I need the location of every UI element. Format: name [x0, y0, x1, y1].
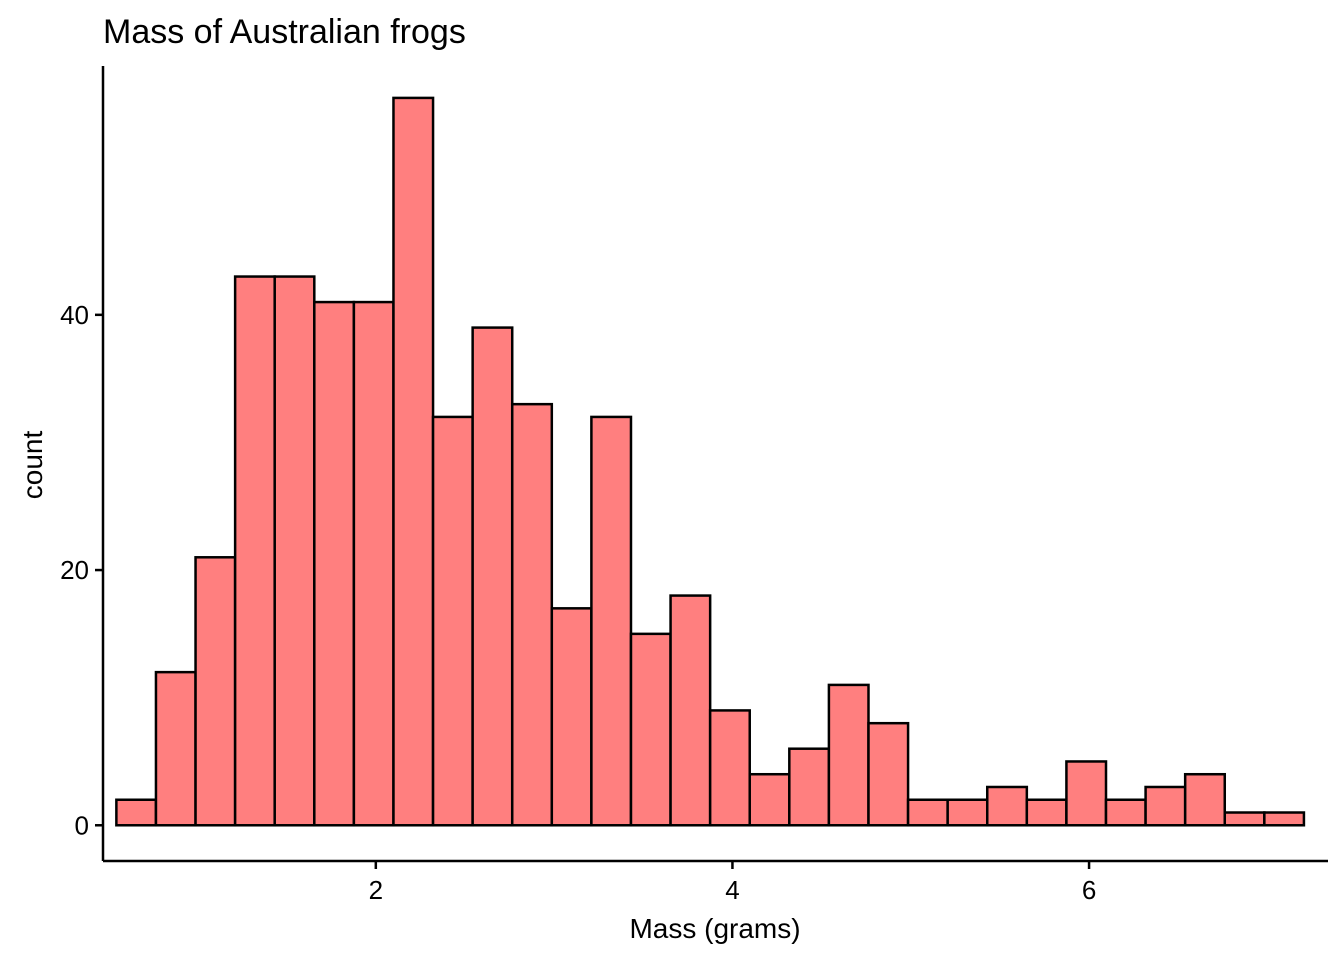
y-tick-label: 40: [60, 300, 89, 330]
chart-title: Mass of Australian frogs: [103, 13, 466, 51]
histogram-bar: [906, 798, 949, 827]
x-axis-label: Mass (grams): [629, 913, 800, 944]
x-tick-label: 6: [1082, 875, 1096, 905]
histogram-bar: [748, 772, 791, 827]
histogram-bar: [1104, 798, 1147, 827]
histogram-bar: [1263, 811, 1306, 827]
y-tick-label: 0: [75, 810, 89, 840]
histogram-bar: [1223, 811, 1266, 827]
histogram-bar: [1025, 798, 1068, 827]
histogram-bar: [154, 670, 197, 827]
histogram-bar: [946, 798, 989, 827]
bars-group: [115, 96, 1306, 827]
histogram-bar: [313, 300, 356, 827]
histogram-bar: [352, 300, 395, 827]
histogram-bar: [550, 607, 593, 827]
histogram-bar: [985, 785, 1029, 827]
y-axis-label: count: [17, 431, 48, 500]
histogram-bar: [669, 594, 712, 827]
histogram-bar: [867, 721, 910, 827]
x-tick-label: 4: [725, 875, 739, 905]
histogram-bar: [629, 632, 672, 827]
histogram-bar: [1183, 772, 1227, 827]
histogram-bar: [233, 275, 276, 827]
histogram-bar: [194, 556, 237, 827]
histogram-bar: [510, 402, 554, 827]
histogram-bar: [708, 709, 751, 827]
y-tick-label: 20: [60, 555, 89, 585]
histogram-bar: [788, 747, 831, 827]
histogram-bar: [590, 415, 633, 827]
histogram-bar: [115, 798, 158, 827]
histogram-bar: [471, 326, 514, 827]
y-axis-ticks: 0 20 40: [60, 300, 103, 840]
histogram-bar: [1065, 760, 1108, 827]
histogram-bar: [1144, 785, 1187, 827]
x-axis-ticks: 2 4 6: [369, 861, 1096, 905]
histogram-bar: [273, 275, 316, 827]
histogram-bar: [431, 415, 474, 827]
x-tick-label: 2: [369, 875, 383, 905]
histogram-bar: [827, 683, 870, 827]
histogram-bar: [392, 96, 435, 827]
